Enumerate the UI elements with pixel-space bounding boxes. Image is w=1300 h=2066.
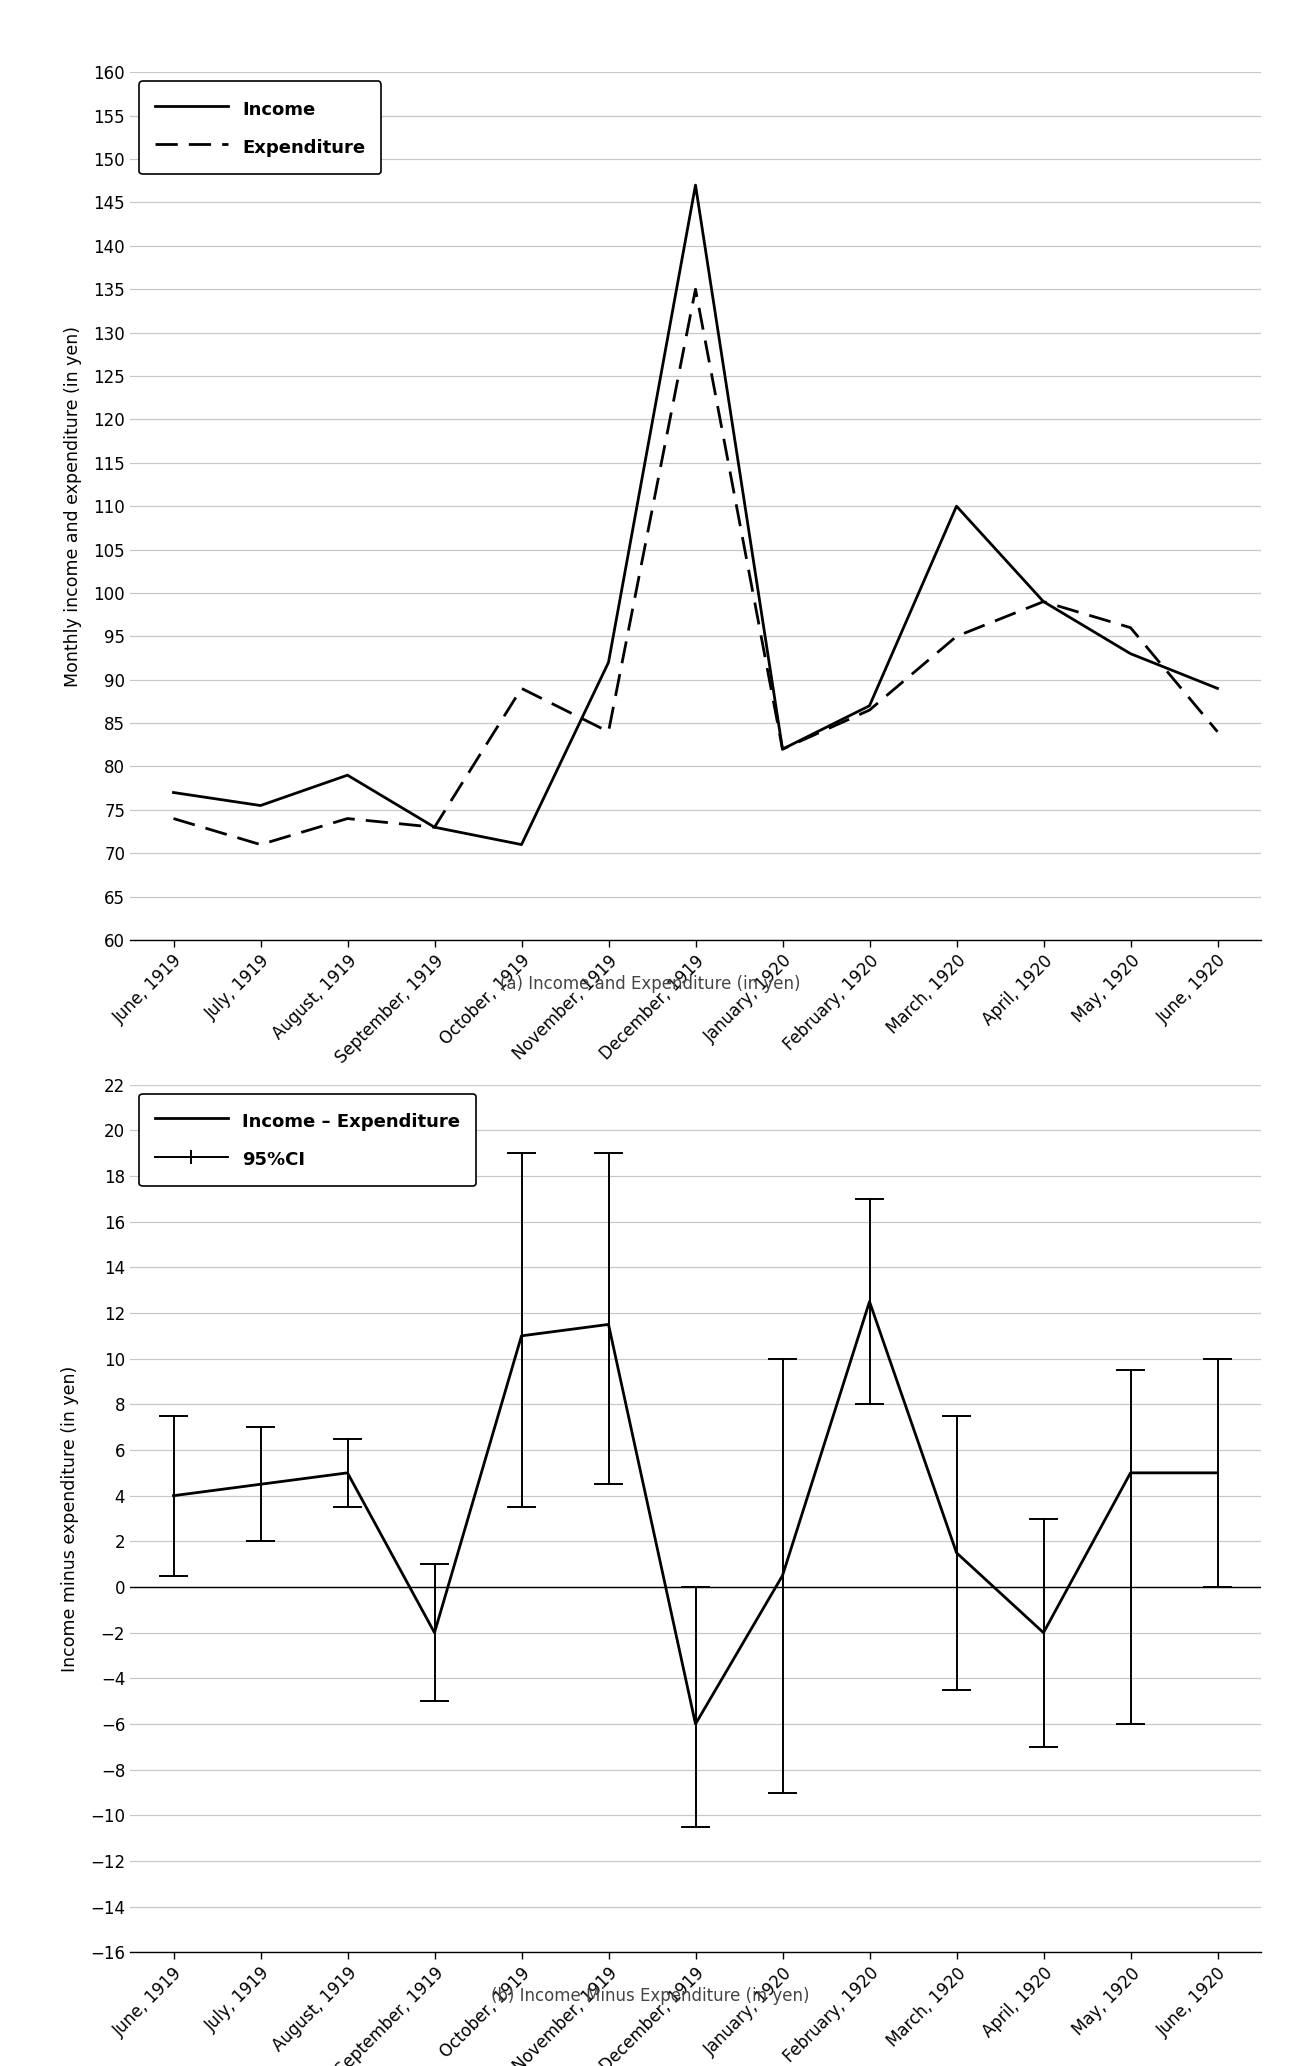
Income bbox=[1123, 640, 1139, 665]
Line: Income: Income bbox=[173, 186, 1218, 845]
Expenditure bbox=[252, 833, 268, 857]
Income bbox=[775, 738, 790, 762]
Y-axis label: Income minus expenditure (in yen): Income minus expenditure (in yen) bbox=[61, 1366, 79, 1671]
Income bbox=[426, 814, 442, 839]
Expenditure bbox=[426, 814, 442, 839]
Legend: Income – Expenditure, 95%CI: Income – Expenditure, 95%CI bbox=[139, 1093, 476, 1186]
Expenditure bbox=[1123, 616, 1139, 640]
Income bbox=[339, 762, 355, 787]
Income bbox=[688, 174, 703, 198]
Expenditure bbox=[601, 719, 616, 744]
Expenditure bbox=[1036, 589, 1052, 614]
Income bbox=[514, 833, 529, 857]
Income bbox=[1036, 589, 1052, 614]
Income bbox=[252, 793, 268, 818]
Expenditure bbox=[339, 806, 355, 831]
Income bbox=[862, 694, 878, 719]
Expenditure bbox=[165, 806, 181, 831]
Legend: Income, Expenditure: Income, Expenditure bbox=[139, 81, 381, 174]
Expenditure bbox=[949, 624, 965, 649]
Text: (b) Income Minus Expenditure (in yen): (b) Income Minus Expenditure (in yen) bbox=[491, 1987, 809, 2006]
Y-axis label: Monthly income and expenditure (in yen): Monthly income and expenditure (in yen) bbox=[64, 326, 82, 686]
Line: Expenditure: Expenditure bbox=[173, 289, 1218, 845]
Expenditure bbox=[688, 277, 703, 302]
Expenditure bbox=[862, 698, 878, 723]
Income bbox=[1210, 676, 1226, 700]
Income bbox=[949, 494, 965, 519]
Income bbox=[165, 781, 181, 806]
Expenditure bbox=[1210, 719, 1226, 744]
Text: (a) Income and Expenditure (in yen): (a) Income and Expenditure (in yen) bbox=[499, 975, 801, 994]
Expenditure bbox=[775, 738, 790, 762]
Income bbox=[601, 651, 616, 676]
Expenditure bbox=[514, 676, 529, 700]
